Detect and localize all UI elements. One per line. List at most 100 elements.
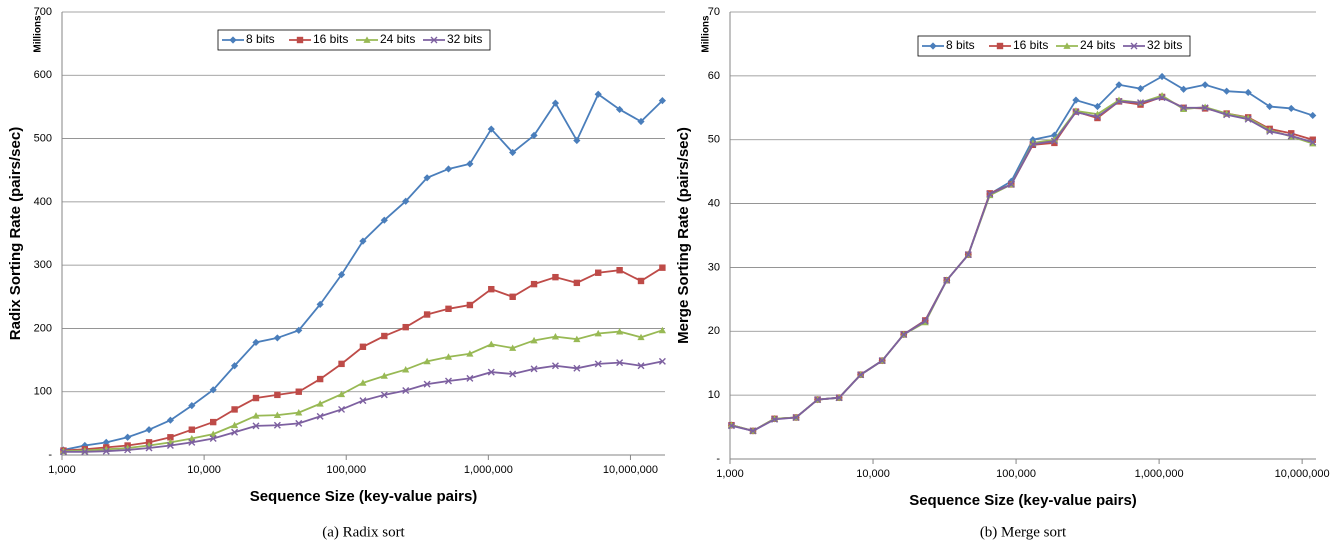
marker: [659, 264, 666, 271]
marker: [359, 397, 367, 405]
marker: [658, 97, 666, 105]
marker: [296, 36, 304, 44]
marker: [359, 343, 367, 350]
chart: - 100 200 300 400 500 600 700 1,000 10,000 100,000…: [7, 6, 666, 540]
marker: [252, 394, 260, 402]
marker: [229, 36, 237, 44]
marker: [466, 350, 474, 357]
marker: [166, 416, 175, 424]
chart: - 10 20 30 40 50 60 70 1,000 10,000 100,000 1,000,0…: [675, 6, 1330, 541]
marker: [274, 391, 281, 399]
marker: [1029, 140, 1037, 148]
series-line: [731, 75, 1314, 432]
marker: [1309, 136, 1316, 143]
marker: [209, 386, 217, 394]
marker: [594, 90, 602, 98]
marker: [380, 372, 388, 379]
marker: [595, 269, 602, 276]
legend-label: 24 bits: [380, 32, 415, 46]
marker: [1130, 42, 1138, 50]
marker: [124, 446, 132, 454]
marker: [444, 377, 452, 385]
marker: [1223, 111, 1231, 119]
marker: [1309, 138, 1317, 146]
x-tick-label: 100,000: [996, 468, 1036, 480]
marker: [295, 388, 302, 395]
marker: [749, 427, 757, 435]
y-tick-label: 700: [34, 6, 52, 18]
y-tick-label: 300: [34, 259, 52, 271]
marker: [423, 357, 431, 365]
marker: [488, 285, 495, 293]
marker: [1179, 85, 1188, 93]
legend-label: 32 bits: [1147, 38, 1182, 52]
x-tick-label: 10,000,000: [603, 464, 658, 476]
marker: [616, 359, 624, 367]
marker: [1158, 92, 1166, 99]
marker: [444, 353, 453, 360]
marker: [530, 280, 538, 288]
marker: [1309, 111, 1317, 120]
y-tick-label: 100: [34, 386, 52, 398]
marker: [530, 336, 538, 344]
marker: [337, 271, 346, 279]
marker: [445, 305, 452, 313]
marker: [1266, 102, 1274, 111]
marker: [230, 421, 239, 429]
marker: [616, 267, 623, 274]
marker: [1093, 102, 1102, 111]
marker: [188, 426, 196, 433]
marker: [573, 335, 581, 343]
y-tick-label: 500: [34, 132, 52, 144]
y-tick-label: 10: [708, 389, 720, 401]
legend-label: 32 bits: [447, 32, 482, 46]
marker: [551, 362, 559, 370]
marker: [594, 360, 602, 368]
marker: [1072, 108, 1080, 116]
series-line: [63, 360, 663, 453]
marker: [423, 174, 431, 182]
y-axis-title: Radix Sorting Rate (pairs/sec): [7, 127, 24, 340]
marker: [1287, 132, 1295, 140]
marker: [943, 276, 951, 284]
marker: [166, 442, 174, 450]
marker: [252, 338, 260, 346]
marker: [552, 273, 559, 281]
x-axis-title: Sequence Size (key-value pairs): [250, 488, 478, 505]
series-line: [731, 96, 1314, 432]
y-tick-label: 60: [708, 70, 720, 82]
x-tick-label: 100,000: [326, 464, 366, 476]
marker: [252, 412, 260, 419]
marker: [509, 293, 516, 300]
marker: [316, 412, 324, 420]
marker: [363, 36, 371, 43]
marker: [637, 333, 645, 341]
marker: [658, 357, 666, 365]
marker: [487, 368, 495, 376]
marker: [359, 379, 367, 386]
marker: [573, 136, 581, 145]
marker: [1094, 114, 1101, 122]
marker: [1072, 96, 1080, 104]
marker: [727, 422, 735, 430]
marker: [423, 311, 431, 318]
marker: [1115, 97, 1123, 105]
marker: [551, 333, 560, 340]
marker: [337, 390, 346, 398]
marker: [402, 197, 410, 205]
legend-label: 8 bits: [246, 32, 275, 46]
marker: [792, 413, 800, 421]
marker: [878, 357, 886, 365]
y-tick-label: 400: [34, 196, 52, 208]
marker: [402, 365, 410, 373]
series-line: [63, 92, 664, 451]
legend-label: 8 bits: [946, 38, 975, 52]
series-line: [731, 94, 1314, 432]
marker: [487, 125, 495, 133]
marker: [381, 332, 388, 340]
marker: [466, 160, 474, 168]
marker: [338, 360, 345, 368]
marker: [487, 340, 495, 348]
marker: [637, 117, 645, 126]
